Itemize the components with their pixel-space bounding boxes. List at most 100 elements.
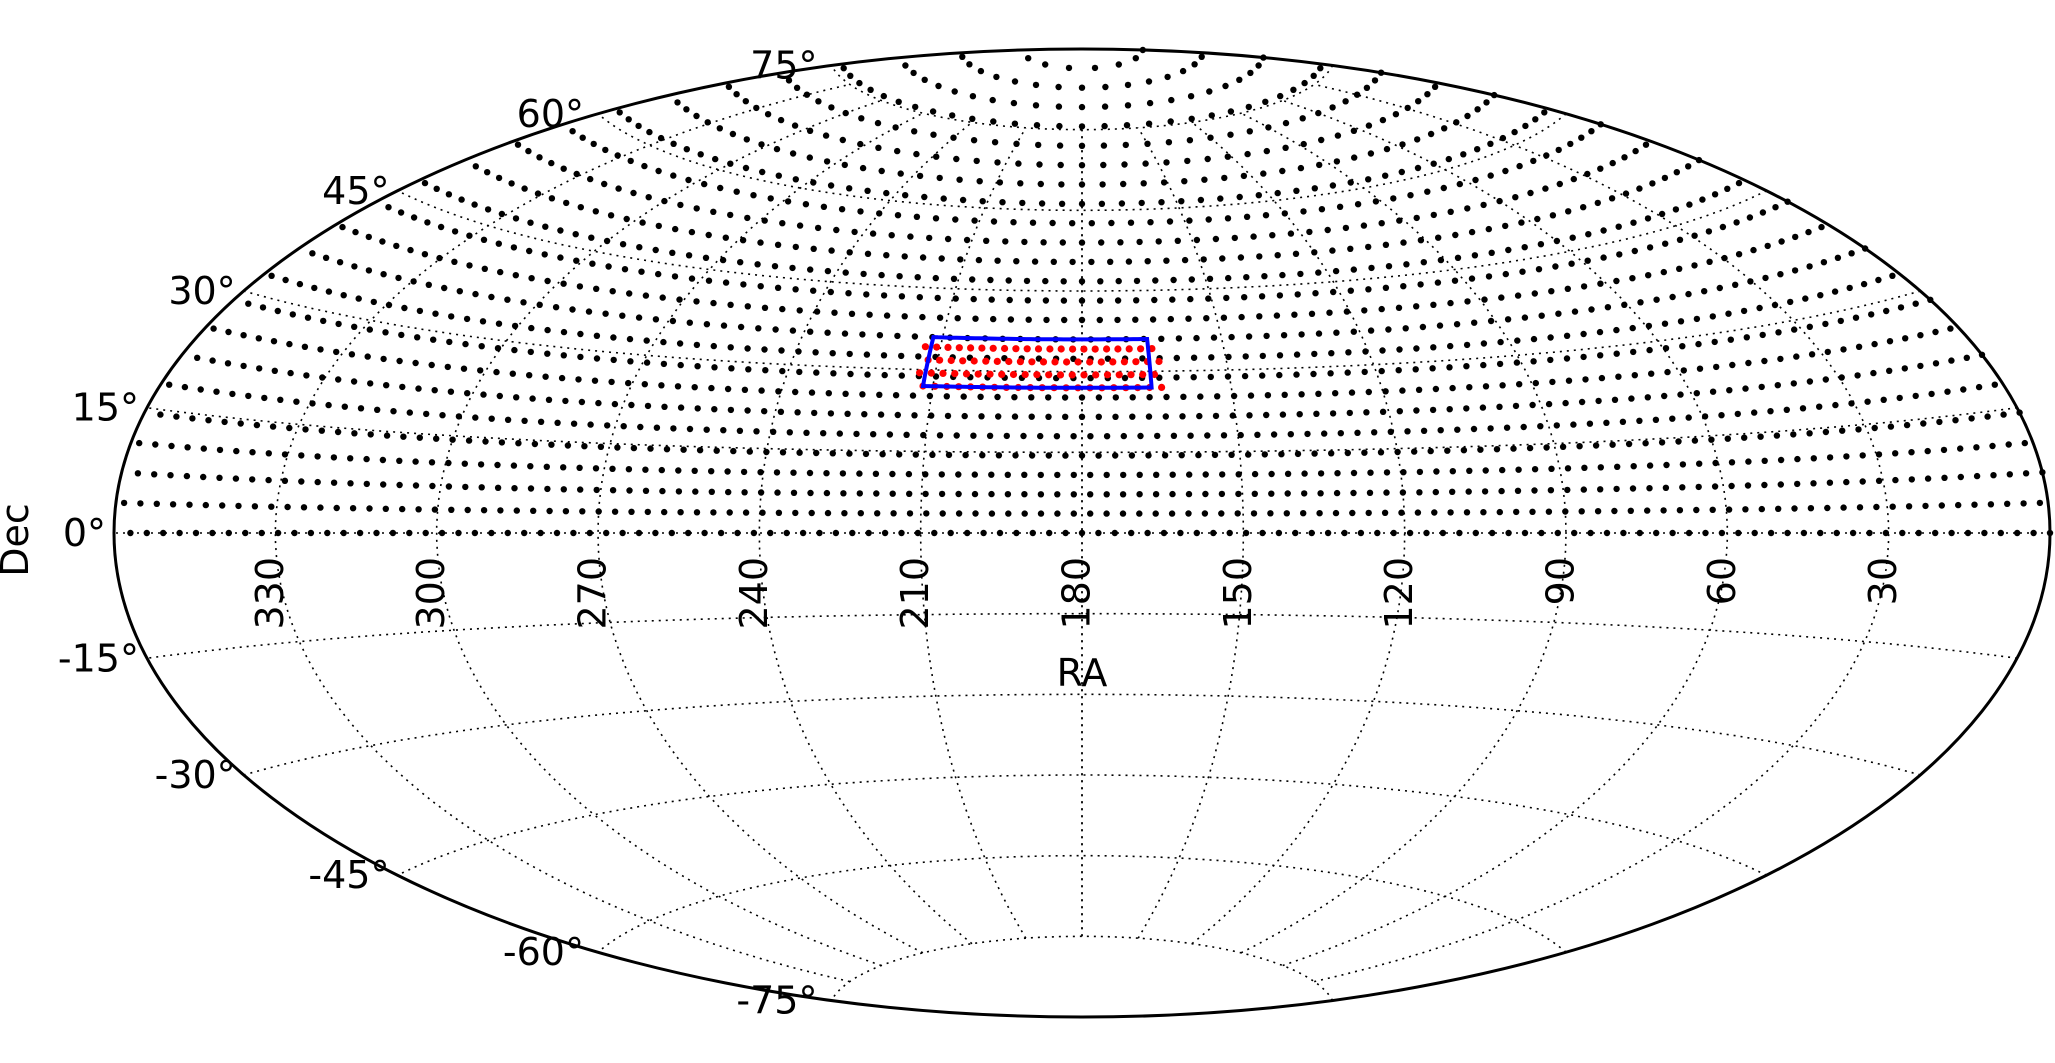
survey-point: [783, 529, 790, 537]
survey-point: [168, 442, 175, 450]
survey-point: [1613, 326, 1620, 334]
survey-point: [1287, 230, 1295, 237]
survey-point: [1673, 169, 1681, 176]
survey-point: [302, 426, 309, 433]
survey-point: [744, 407, 751, 414]
survey-point: [1538, 529, 1545, 537]
survey-point: [931, 529, 938, 537]
survey-point: [352, 228, 359, 236]
survey-point: [683, 146, 690, 153]
survey-point: [1685, 529, 1693, 537]
survey-point: [1313, 410, 1320, 417]
survey-point: [1178, 198, 1185, 205]
survey-point: [1142, 160, 1149, 167]
survey-point: [1520, 423, 1527, 431]
survey-point: [1210, 334, 1218, 341]
survey-point: [639, 219, 646, 226]
survey-point: [1481, 296, 1488, 303]
survey-point: [1170, 432, 1178, 439]
survey-point: [422, 529, 429, 537]
survey-point: [1236, 76, 1243, 84]
survey-point: [986, 432, 994, 439]
survey-point: [1430, 211, 1438, 219]
survey-point: [969, 115, 976, 123]
survey-point: [989, 96, 996, 104]
survey-point: [576, 464, 583, 471]
survey-point: [202, 501, 209, 509]
survey-point: [570, 529, 577, 537]
survey-point: [842, 390, 849, 397]
survey-point: [1263, 411, 1270, 419]
survey-point: [1173, 354, 1181, 362]
survey-point: [1630, 463, 1637, 470]
survey-point: [1679, 343, 1686, 350]
survey-point: [1221, 174, 1228, 182]
survey-point: [498, 439, 506, 446]
survey-point: [1152, 277, 1159, 284]
survey-point: [669, 317, 677, 325]
survey-point: [1758, 505, 1766, 513]
survey-point: [289, 311, 296, 318]
survey-point: [890, 510, 897, 517]
survey-point: [810, 245, 817, 252]
survey-point: [1245, 103, 1253, 111]
survey-point: [545, 396, 553, 403]
survey-point: [1530, 335, 1538, 343]
survey-point: [277, 396, 284, 403]
survey-point: [799, 529, 807, 537]
survey-point: [726, 509, 733, 516]
survey-point: [1259, 352, 1267, 360]
survey-point: [1597, 352, 1604, 359]
survey-point: [1693, 506, 1700, 514]
survey-point: [1502, 167, 1509, 175]
survey-point: [970, 137, 978, 144]
survey-point: [1365, 388, 1373, 396]
survey-point: [889, 470, 896, 478]
survey-point: [1099, 181, 1106, 188]
survey-point: [921, 76, 928, 84]
survey-point: [1167, 118, 1174, 125]
survey-point: [1294, 291, 1301, 298]
survey-point: [1181, 256, 1189, 264]
survey-point: [1170, 276, 1177, 284]
survey-point: [1743, 334, 1751, 341]
survey-point: [710, 299, 717, 307]
survey-point: [1038, 200, 1046, 207]
survey-point: [1653, 296, 1660, 303]
survey-point: [1912, 300, 1919, 307]
survey-point: [803, 91, 811, 98]
survey-point: [1197, 393, 1204, 400]
survey-point: [1119, 510, 1127, 517]
survey-point: [530, 507, 537, 514]
survey-point: [615, 185, 622, 192]
survey-point: [1293, 371, 1300, 378]
survey-point: [1341, 529, 1348, 537]
survey-point: [1446, 406, 1453, 413]
survey-point: [1317, 470, 1325, 477]
survey-point: [1390, 529, 1397, 537]
survey-point: [1360, 222, 1368, 229]
selected-point: [1012, 345, 1020, 353]
survey-point: [1695, 483, 1702, 491]
survey-point: [1629, 324, 1636, 332]
survey-point: [1603, 419, 1610, 426]
survey-point: [587, 175, 594, 183]
survey-point: [744, 303, 751, 310]
survey-point: [1315, 390, 1322, 397]
survey-point: [724, 468, 731, 475]
survey-point: [1269, 232, 1276, 239]
survey-point: [1227, 131, 1234, 138]
survey-point: [727, 211, 734, 219]
survey-point: [720, 322, 728, 329]
survey-point: [237, 420, 244, 427]
survey-point: [495, 174, 503, 182]
survey-point: [1138, 199, 1145, 207]
survey-point: [1948, 529, 1955, 537]
survey-point: [956, 176, 963, 183]
survey-point: [1097, 278, 1104, 285]
survey-point: [628, 508, 635, 515]
survey-point: [1294, 450, 1302, 458]
survey-point: [1311, 249, 1318, 256]
survey-point: [813, 369, 820, 376]
survey-point: [1899, 529, 1906, 537]
